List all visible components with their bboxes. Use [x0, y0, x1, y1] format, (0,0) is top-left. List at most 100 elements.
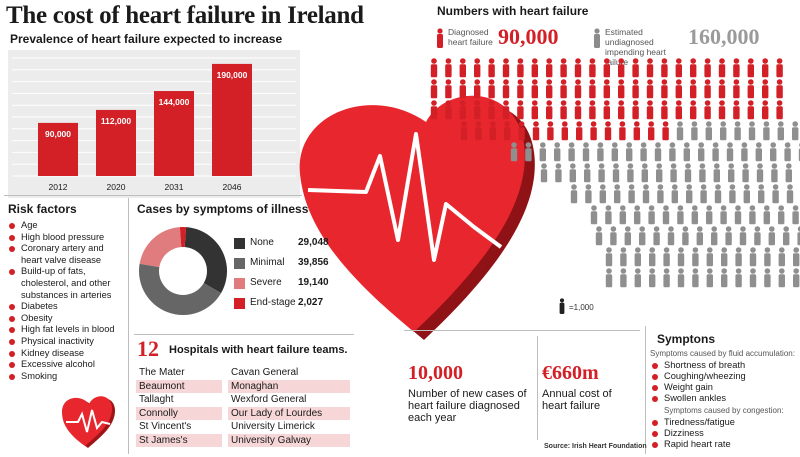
- diagnosed-person-icon: [632, 79, 639, 99]
- bars: 90,000 2012 112,000 2020 144,000 2031 190,000 2…: [38, 63, 252, 192]
- risk-factor-item: Coronary artery and heart valve disease: [8, 243, 126, 266]
- hospital-item: The Mater: [139, 367, 185, 378]
- undiagnosed-person-icon: [726, 142, 734, 162]
- undiagnosed-person-icon: [663, 268, 670, 288]
- diagnosed-person-icon: [633, 121, 640, 141]
- diagnosed-person-icon: [531, 100, 538, 120]
- undiagnosed-person-icon: [793, 268, 800, 288]
- fluid-caption: Symptoms caused by fluid accumulation:: [650, 349, 795, 358]
- hospital-item: Beaumont: [136, 379, 222, 393]
- undiagnosed-person-icon: [758, 184, 765, 204]
- undiagnosed-person-icon: [691, 205, 698, 225]
- diagnosed-person-icon: [445, 79, 452, 99]
- hospitals-title: Hospitals with heart failure teams.: [169, 344, 348, 356]
- diagnosed-person-icon: [675, 58, 682, 78]
- prevalence-chart-title: Prevalence of heart failure expected to …: [10, 32, 283, 46]
- undiagnosed-person-icon: [778, 268, 785, 288]
- diagnosed-person-icon: [460, 121, 468, 141]
- diagnosed-person-icon: [603, 100, 610, 120]
- diagnosed-person-icon: [489, 121, 496, 141]
- symptom-item: Tiredness/fatigue: [651, 417, 735, 428]
- undiagnosed-person-icon: [749, 247, 757, 267]
- hospitals-count: 12: [137, 336, 159, 361]
- heartbeat-line: [307, 132, 503, 262]
- hospital-item: University Limerick: [231, 421, 315, 433]
- risk-factor-item: Diabetes: [8, 301, 126, 313]
- undiagnosed-person-icon: [784, 142, 791, 162]
- undiagnosed-person-icon: [611, 142, 618, 162]
- undiagnosed-person-icon: [555, 163, 562, 183]
- undiagnosed-person-icon: [792, 205, 799, 225]
- bar-value-label: 190,000: [217, 70, 248, 80]
- legend-value: 29,048: [298, 237, 329, 248]
- undiagnosed-person-icon: [778, 205, 785, 225]
- undiagnosed-person-icon: [634, 205, 641, 225]
- undiagnosed-person-icon: [739, 226, 747, 246]
- diagnosed-person-icon: [576, 121, 583, 141]
- undiagnosed-person-icon: [692, 247, 699, 267]
- undiagnosed-person-icon: [735, 247, 742, 267]
- undiagnosed-person-icon: [656, 163, 663, 183]
- diagnosed-person-icon: [589, 79, 596, 99]
- undiagnosed-person-icon: [785, 163, 792, 183]
- undiagnosed-person-icon: [649, 268, 656, 288]
- undiagnosed-person-icon: [699, 163, 706, 183]
- hospital-item: Our Lady of Lourdes: [228, 406, 350, 420]
- hospital-item: St Vincent's: [139, 421, 192, 433]
- diagnosed-person-icon: [459, 58, 466, 78]
- undiagnosed-person-icon: [663, 247, 670, 267]
- undiagnosed-person-icon: [705, 121, 712, 141]
- bar-2031: [154, 91, 194, 176]
- bar-2046: [212, 63, 252, 176]
- diagnosed-person-icon: [747, 58, 754, 78]
- undiagnosed-person-icon: [676, 121, 684, 141]
- undiagnosed-person-icon: [649, 247, 656, 267]
- diagnosed-person-icon: [474, 58, 481, 78]
- small-heart-icon: [62, 396, 116, 448]
- diagnosed-person-icon: [762, 79, 769, 99]
- diagnosed-person-icon: [762, 100, 769, 120]
- legend-swatch: [234, 278, 245, 289]
- divider: [134, 334, 354, 335]
- diagnosed-person-icon: [648, 121, 655, 141]
- undiagnosed-person-icon: [540, 163, 548, 183]
- diagnosed-person-icon: [532, 121, 540, 141]
- undiagnosed-person-icon: [525, 142, 532, 162]
- undiagnosed-person-icon: [669, 142, 676, 162]
- undiagnosed-person-icon: [568, 142, 575, 162]
- bar-value-label: 112,000: [101, 116, 132, 126]
- undiagnosed-person-icon: [749, 268, 757, 288]
- undiagnosed-person-icon: [667, 226, 675, 246]
- undiagnosed-person-icon: [598, 163, 605, 183]
- diagnosed-person-icon: [531, 58, 538, 78]
- diagnosed-person-icon: [437, 28, 443, 48]
- symptom-item: Dizziness: [651, 428, 735, 439]
- diagnosed-person-icon: [704, 100, 711, 120]
- undiagnosed-person-icon: [691, 121, 698, 141]
- hospital-item: Connolly: [136, 406, 222, 420]
- diagnosed-person-icon: [718, 79, 726, 99]
- undiagnosed-person-icon: [677, 205, 684, 225]
- diagnosed-person-icon: [488, 58, 495, 78]
- legend-label: End-stage: [250, 297, 296, 308]
- diagnosed-person-icon: [604, 121, 612, 141]
- diagnosed-person-icon: [518, 121, 525, 141]
- undiagnosed-person-icon: [590, 205, 598, 225]
- undiagnosed-person-icon: [628, 184, 635, 204]
- diagnosed-person-icon: [517, 58, 524, 78]
- undiagnosed-person-icon: [706, 205, 713, 225]
- undiagnosed-person-icon: [585, 184, 592, 204]
- hospital-item: Cavan General: [231, 367, 299, 378]
- risk-factor-item: Obesity: [8, 313, 126, 325]
- undiagnosed-person-icon: [634, 247, 641, 267]
- undiagnosed-person-icon: [686, 184, 693, 204]
- undiagnosed-person-icon: [641, 163, 648, 183]
- divider: [4, 195, 302, 196]
- legend-value: 39,856: [298, 257, 329, 268]
- undiagnosed-person-icon: [670, 163, 677, 183]
- diagnosed-person-icon: [776, 58, 783, 78]
- diagnosed-person-icon: [504, 121, 511, 141]
- undiagnosed-person-icon: [725, 226, 732, 246]
- undiagnosed-person-icon: [612, 163, 620, 183]
- numbers-title: Numbers with heart failure: [437, 4, 589, 18]
